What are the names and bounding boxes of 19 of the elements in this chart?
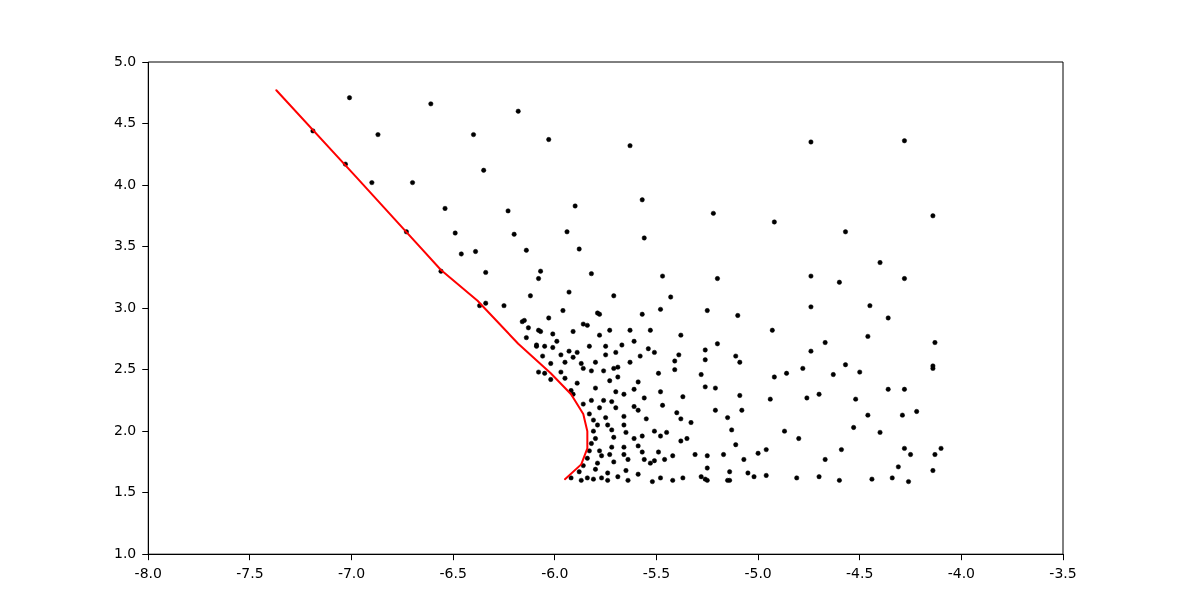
y-tick-label: 2.5 (114, 360, 137, 377)
y-tick-label: 4.0 (114, 175, 137, 192)
x-tick-label: -7.0 (337, 565, 366, 582)
y-tick-label: 3.0 (114, 298, 137, 315)
x-tick-label: -4.0 (947, 565, 976, 582)
x-tick-label: -5.5 (642, 565, 671, 582)
x-tick-label: -6.0 (541, 565, 569, 582)
x-tick-label: -6.5 (439, 565, 467, 582)
x-tick-label: -5.0 (744, 565, 772, 582)
y-tick-label: 4.5 (114, 114, 137, 131)
x-tick-label: -8.0 (134, 565, 162, 582)
x-tick-label: -4.5 (846, 565, 874, 582)
y-tick-label: 1.0 (114, 544, 137, 561)
y-tick-label: 2.0 (114, 421, 137, 438)
x-tick-label: -3.5 (1049, 565, 1077, 582)
x-tick-label: -7.5 (236, 565, 264, 582)
y-tick-label: 1.5 (114, 483, 137, 500)
y-tick-label: 5.0 (114, 52, 137, 69)
y-tick-label: 3.5 (114, 237, 137, 254)
